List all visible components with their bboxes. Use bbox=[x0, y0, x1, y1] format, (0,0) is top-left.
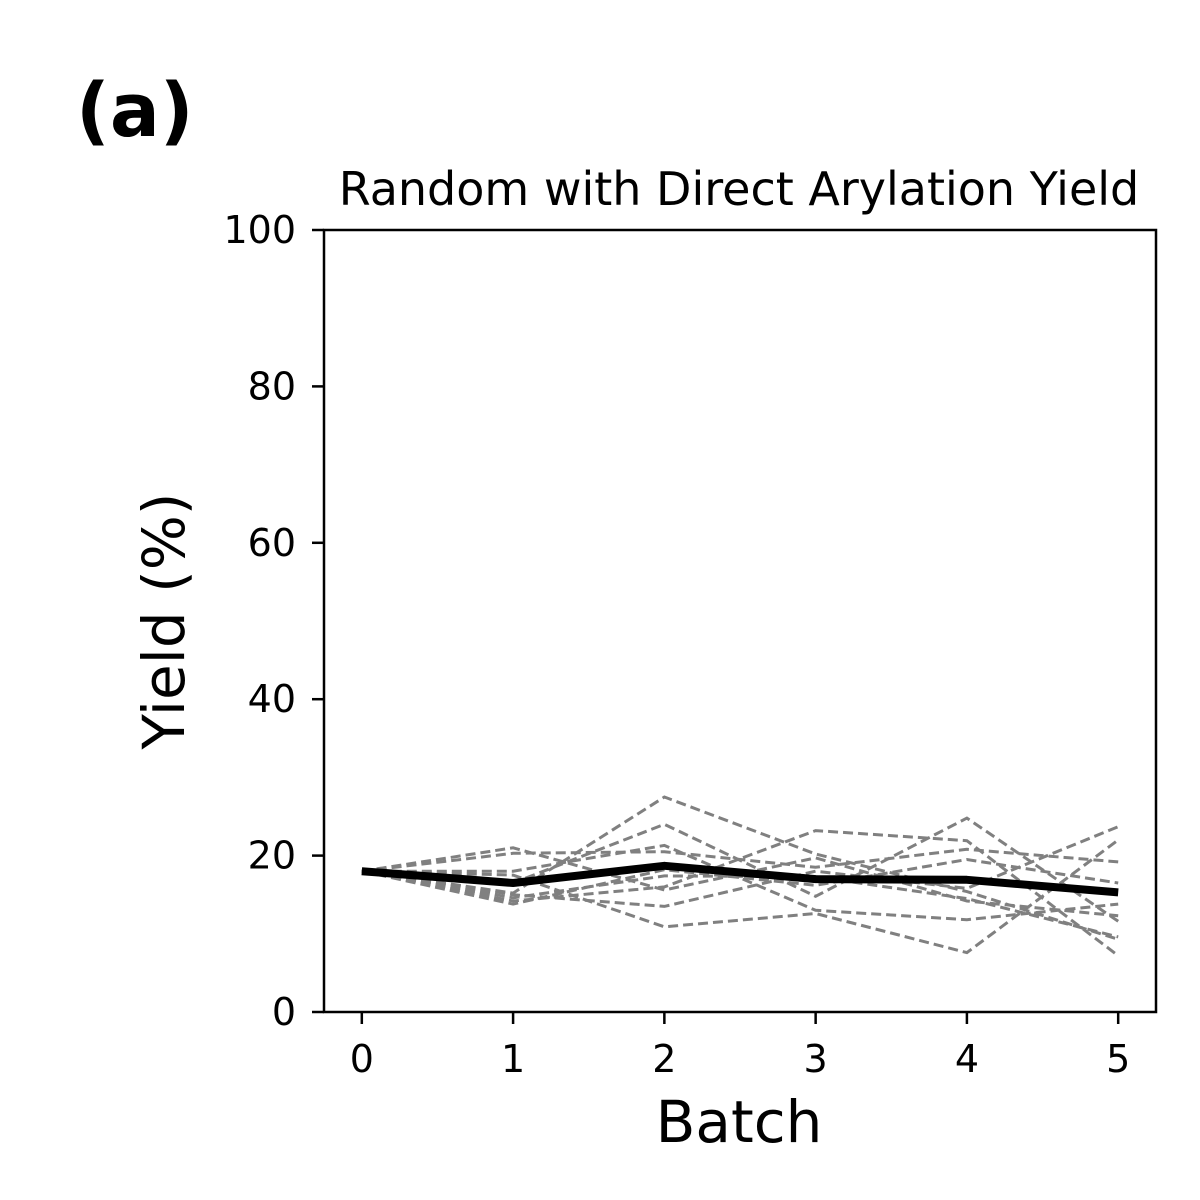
y-tick-label-60: 60 bbox=[248, 521, 296, 565]
x-tick-label-1: 1 bbox=[501, 1037, 525, 1081]
x-tick-label-5: 5 bbox=[1106, 1037, 1130, 1081]
mean-layer bbox=[361, 861, 1119, 897]
panel-label: (a) bbox=[76, 68, 194, 154]
x-axis-label: Batch bbox=[656, 1088, 823, 1156]
x-tick-label-3: 3 bbox=[804, 1037, 828, 1081]
y-tick-label-100: 100 bbox=[223, 208, 296, 252]
run-line-6 bbox=[361, 838, 1120, 955]
y-tick-label-40: 40 bbox=[248, 677, 296, 721]
x-tick-label-2: 2 bbox=[652, 1037, 676, 1081]
y-axis-label: Yield (%) bbox=[130, 493, 198, 751]
run-line-3 bbox=[361, 829, 1120, 957]
x-tick-label-0: 0 bbox=[350, 1037, 374, 1081]
y-tick-label-20: 20 bbox=[248, 834, 296, 878]
mean-line bbox=[361, 861, 1119, 897]
y-tick-label-80: 80 bbox=[248, 364, 296, 408]
chart-title: Random with Direct Arylation Yield bbox=[339, 162, 1139, 216]
y-axis: 0 20 40 60 80 100 bbox=[223, 208, 324, 1034]
x-tick-label-4: 4 bbox=[955, 1037, 979, 1081]
x-axis: 0 1 2 3 4 5 bbox=[350, 1012, 1130, 1081]
run-line-5 bbox=[361, 857, 1119, 906]
run-line-9 bbox=[361, 843, 1119, 922]
y-tick-label-0: 0 bbox=[272, 990, 296, 1034]
plot-frame bbox=[322, 228, 1158, 1014]
